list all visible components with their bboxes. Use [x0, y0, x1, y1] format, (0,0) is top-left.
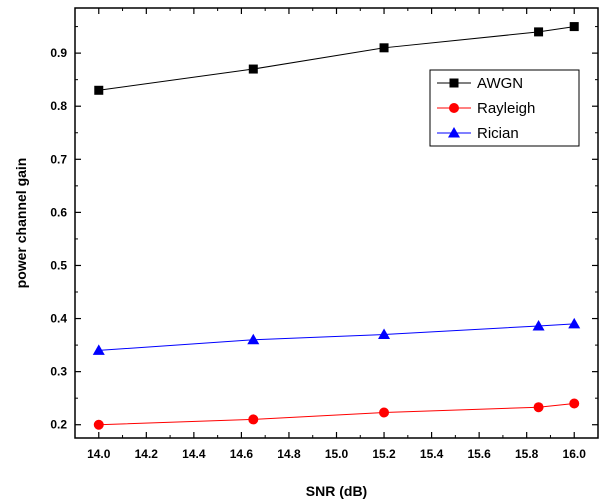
- x-tick-label: 15.4: [420, 447, 444, 461]
- legend-item-rician: Rician: [437, 125, 519, 142]
- y-tick-label: 0.2: [50, 418, 67, 432]
- data-point-rayleigh: [569, 398, 580, 409]
- data-point-awgn: [569, 22, 579, 32]
- data-point-rayleigh: [93, 419, 104, 430]
- series-line-rician: [98, 323, 575, 351]
- x-tick-label: 15.2: [372, 447, 396, 461]
- x-tick-label: 14.4: [182, 447, 206, 461]
- x-tick-label: 14.2: [135, 447, 159, 461]
- legend-label-awgn: AWGN: [477, 75, 523, 92]
- legend-item-rayleigh: Rayleigh: [437, 100, 535, 117]
- legend: AWGN Rayleigh Rician: [429, 69, 580, 147]
- data-point-rician: [247, 333, 260, 345]
- x-tick-label: 16.0: [563, 447, 587, 461]
- x-tick-label: 14.6: [230, 447, 254, 461]
- x-tick-label: 14.8: [277, 447, 301, 461]
- series-awgn: [94, 22, 579, 95]
- data-point-rayleigh: [379, 407, 390, 418]
- y-axis-title: power channel gain: [13, 158, 29, 289]
- data-point-rician: [568, 317, 581, 329]
- data-point-rayleigh: [533, 402, 544, 413]
- axis-ticks: 14.0 14.2 14.4 14.6 14.8 15.0 15.2 15.4 15.6 15.8…: [50, 8, 598, 461]
- x-tick-label: 15.6: [467, 447, 491, 461]
- data-point-awgn: [248, 64, 258, 74]
- legend-label-rayleigh: Rayleigh: [477, 100, 535, 117]
- x-tick-label: 15.8: [515, 447, 539, 461]
- legend-item-awgn: AWGN: [437, 75, 523, 92]
- data-point-rician: [92, 344, 105, 355]
- y-tick-label: 0.5: [50, 258, 67, 272]
- series-layer: [92, 22, 581, 430]
- legend-marker-rician: [448, 127, 460, 138]
- data-point-awgn: [379, 43, 389, 53]
- data-point-awgn: [534, 27, 544, 37]
- y-tick-label: 0.4: [50, 312, 67, 326]
- data-point-rayleigh: [248, 414, 259, 425]
- series-line-rayleigh: [98, 402, 575, 426]
- legend-marker-rayleigh: [449, 103, 459, 113]
- data-point-rician: [532, 319, 545, 331]
- x-axis-title: SNR (dB): [306, 483, 367, 499]
- y-tick-label: 0.3: [50, 365, 67, 379]
- y-tick-label: 0.8: [50, 99, 67, 113]
- series-rayleigh: [93, 398, 580, 430]
- legend-marker-awgn: [449, 78, 459, 88]
- data-point-awgn: [94, 85, 104, 95]
- y-tick-label: 0.6: [50, 205, 67, 219]
- x-tick-label: 14.0: [87, 447, 111, 461]
- y-tick-label: 0.7: [50, 152, 67, 166]
- x-tick-label: 15.0: [325, 447, 349, 461]
- data-point-rician: [378, 328, 391, 339]
- series-rician: [92, 317, 581, 355]
- y-tick-label: 0.9: [50, 46, 67, 60]
- legend-label-rician: Rician: [477, 125, 519, 142]
